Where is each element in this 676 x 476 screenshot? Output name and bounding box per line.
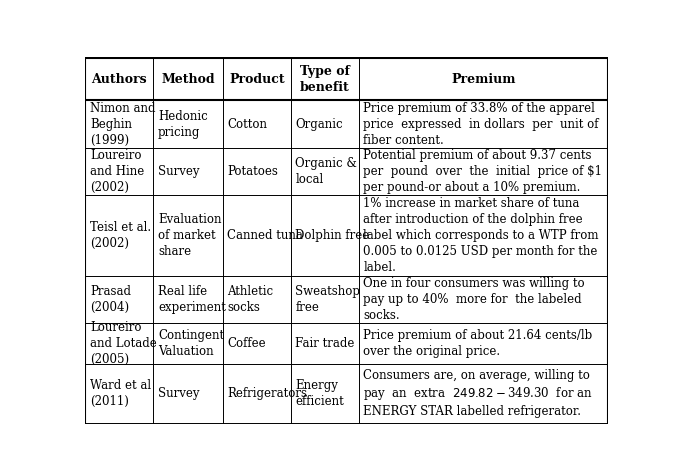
Text: Organic &
local: Organic & local (295, 157, 358, 186)
Text: Price premium of 33.8% of the apparel
price  expressed  in dollars  per  unit of: Price premium of 33.8% of the apparel pr… (364, 102, 599, 147)
Text: Consumers are, on average, willing to
pay  an  extra  $249.82-$349.30  for an
EN: Consumers are, on average, willing to pa… (364, 368, 594, 418)
Text: Coffee: Coffee (227, 337, 266, 350)
Text: Type of
benefit: Type of benefit (300, 65, 349, 94)
Text: Hedonic
pricing: Hedonic pricing (158, 109, 208, 139)
Text: Sweatshop
free: Sweatshop free (295, 285, 360, 314)
Text: Contingent
Valuation: Contingent Valuation (158, 329, 224, 358)
Text: Canned tuna: Canned tuna (227, 229, 304, 242)
Text: Survey: Survey (158, 387, 199, 400)
Text: Potential premium of about 9.37 cents
per  pound  over  the  initial  price of $: Potential premium of about 9.37 cents pe… (364, 149, 602, 194)
Text: Prasad
(2004): Prasad (2004) (90, 285, 131, 314)
Text: Ward et al
(2011): Ward et al (2011) (90, 379, 151, 408)
Text: Premium: Premium (451, 73, 516, 86)
Text: Dolphin free: Dolphin free (295, 229, 370, 242)
Text: Teisl et al.
(2002): Teisl et al. (2002) (90, 221, 151, 250)
Text: Fair trade: Fair trade (295, 337, 355, 350)
Text: Athletic
socks: Athletic socks (227, 285, 274, 314)
Text: Product: Product (229, 73, 285, 86)
Text: 1% increase in market share of tuna
after introduction of the dolphin free
label: 1% increase in market share of tuna afte… (364, 197, 599, 274)
Text: Authors: Authors (91, 73, 147, 86)
Text: Potatoes: Potatoes (227, 165, 279, 178)
Text: Loureiro
and Hine
(2002): Loureiro and Hine (2002) (90, 149, 144, 194)
Text: Real life
experiment: Real life experiment (158, 285, 226, 314)
Text: Method: Method (162, 73, 215, 86)
Text: Energy
efficient: Energy efficient (295, 379, 344, 408)
Text: Evaluation
of market
share: Evaluation of market share (158, 213, 222, 258)
Text: Organic: Organic (295, 118, 343, 131)
Text: Survey: Survey (158, 165, 199, 178)
Text: Nimon and
Beghin
(1999): Nimon and Beghin (1999) (90, 102, 155, 147)
Text: Refrigerators: Refrigerators (227, 387, 308, 400)
Text: One in four consumers was willing to
pay up to 40%  more for  the labeled
socks.: One in four consumers was willing to pay… (364, 277, 585, 322)
Text: Price premium of about 21.64 cents/lb
over the original price.: Price premium of about 21.64 cents/lb ov… (364, 329, 593, 358)
Text: Loureiro
and Lotade
(2005): Loureiro and Lotade (2005) (90, 321, 157, 366)
Text: Cotton: Cotton (227, 118, 268, 131)
